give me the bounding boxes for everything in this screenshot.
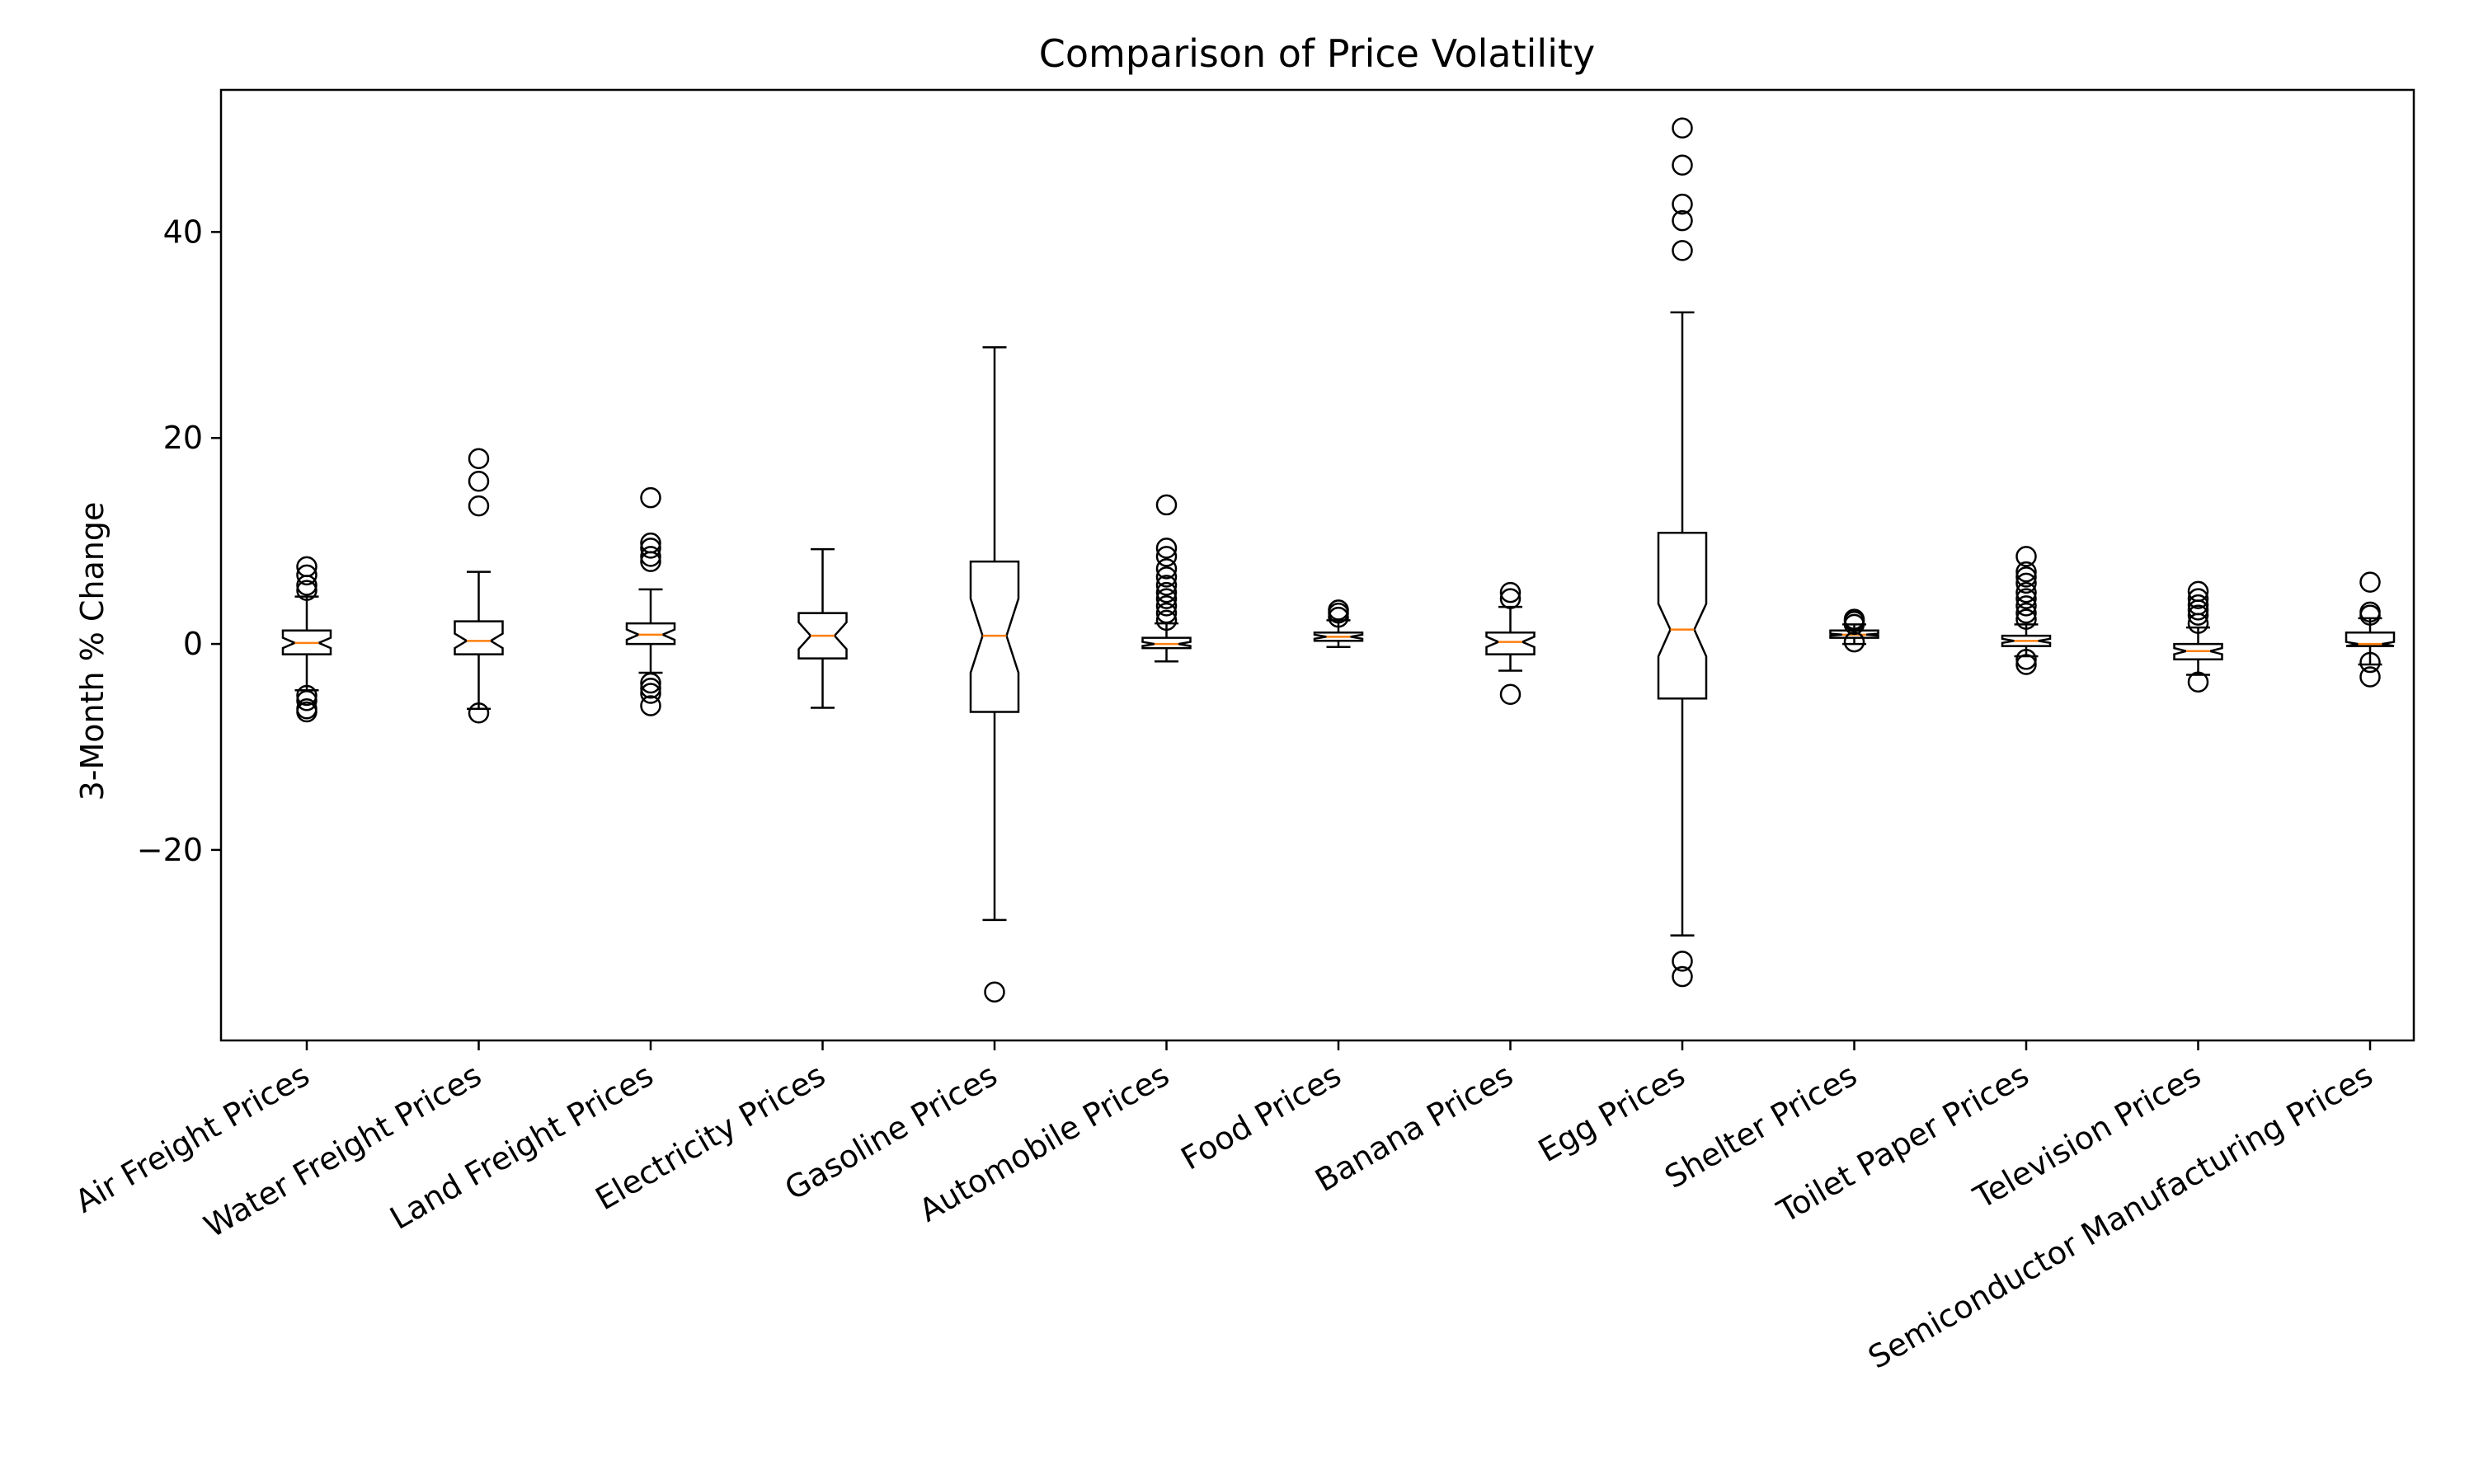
outlier-point bbox=[1155, 546, 1178, 567]
outlier-point bbox=[1155, 558, 1178, 580]
outlier-point bbox=[1499, 588, 1522, 609]
outlier-point bbox=[640, 678, 661, 699]
outlier-point bbox=[1155, 566, 1178, 588]
notched-box bbox=[1657, 531, 1708, 700]
outlier-point bbox=[468, 495, 490, 517]
y-tick-label: 40 bbox=[163, 214, 203, 250]
outlier-point bbox=[1155, 609, 1178, 632]
y-axis-label: 3-Month % Change bbox=[74, 502, 111, 801]
outlier-point bbox=[1155, 494, 1178, 516]
outlier-point bbox=[1843, 631, 1865, 653]
box-2 bbox=[454, 448, 504, 724]
outlier-point bbox=[468, 702, 490, 724]
outlier-point bbox=[296, 690, 317, 711]
outlier-point bbox=[1155, 602, 1178, 624]
outlier-point bbox=[1499, 581, 1522, 603]
outlier-point bbox=[2359, 666, 2381, 688]
outlier-point bbox=[2359, 651, 2381, 674]
outlier-point bbox=[468, 448, 490, 469]
outlier-point bbox=[1672, 154, 1693, 176]
box-9 bbox=[1657, 117, 1708, 988]
box-6 bbox=[1141, 494, 1192, 663]
outlier-point bbox=[2015, 654, 2037, 675]
box-1 bbox=[281, 556, 332, 723]
box-8 bbox=[1485, 581, 1536, 706]
outlier-point bbox=[468, 470, 490, 492]
outlier-point bbox=[1672, 240, 1693, 261]
outlier-point bbox=[1672, 965, 1693, 988]
box-5 bbox=[969, 346, 1020, 1003]
outlier-point bbox=[984, 981, 1005, 1003]
box-7 bbox=[1313, 599, 1364, 649]
outlier-point bbox=[2015, 602, 2037, 624]
outlier-point bbox=[1672, 193, 1693, 215]
plot-frame bbox=[219, 88, 2415, 1042]
outlier-point bbox=[2015, 572, 2037, 594]
outlier-point bbox=[640, 546, 661, 567]
outlier-point bbox=[296, 564, 317, 586]
outlier-point bbox=[2015, 595, 2037, 617]
outlier-point bbox=[2187, 580, 2209, 603]
outlier-point bbox=[1155, 538, 1178, 559]
outlier-point bbox=[1155, 595, 1178, 617]
outlier-point bbox=[640, 532, 661, 554]
outlier-point bbox=[2015, 588, 2037, 609]
y-tick-label: −20 bbox=[137, 832, 203, 868]
outlier-point bbox=[2359, 571, 2381, 593]
outlier-point bbox=[1328, 599, 1349, 621]
outlier-point bbox=[296, 580, 317, 601]
box-10 bbox=[1829, 608, 1879, 653]
y-tick-label: 0 bbox=[183, 626, 203, 662]
notched-box bbox=[1485, 632, 1536, 655]
outlier-point bbox=[1499, 683, 1522, 706]
box-12 bbox=[2173, 580, 2223, 693]
y-tick-label: 20 bbox=[163, 420, 203, 456]
outlier-point bbox=[2359, 601, 2381, 623]
outlier-point bbox=[296, 701, 317, 723]
outlier-point bbox=[640, 683, 661, 704]
box-4 bbox=[797, 547, 848, 709]
chart-title: Comparison of Price Volatility bbox=[1039, 31, 1595, 76]
outlier-point bbox=[1843, 608, 1865, 630]
outlier-point bbox=[640, 486, 661, 509]
outlier-point bbox=[1672, 117, 1693, 139]
outlier-point bbox=[2187, 594, 2209, 616]
outlier-point bbox=[2015, 566, 2037, 588]
outlier-point bbox=[2015, 546, 2037, 567]
outlier-point bbox=[1155, 588, 1178, 609]
outlier-point bbox=[1155, 581, 1178, 603]
outlier-point bbox=[1155, 575, 1178, 596]
outlier-point bbox=[2015, 649, 2037, 670]
outlier-point bbox=[2015, 581, 2037, 603]
outlier-point bbox=[296, 556, 317, 578]
outlier-point bbox=[640, 538, 661, 559]
outlier-point bbox=[1672, 951, 1693, 972]
outlier-point bbox=[2187, 604, 2209, 626]
outlier-point bbox=[2187, 671, 2209, 693]
outlier-point bbox=[640, 695, 661, 716]
outlier-point bbox=[2015, 608, 2037, 630]
notched-box bbox=[2345, 632, 2396, 647]
outlier-point bbox=[2187, 588, 2209, 609]
outlier-point bbox=[1672, 209, 1693, 232]
notched-box bbox=[454, 620, 504, 655]
box-13 bbox=[2345, 571, 2396, 688]
outlier-point bbox=[640, 672, 661, 694]
outlier-point bbox=[296, 684, 317, 707]
outlier-point bbox=[2015, 561, 2037, 583]
box-11 bbox=[2001, 546, 2052, 675]
box-3 bbox=[625, 486, 676, 716]
